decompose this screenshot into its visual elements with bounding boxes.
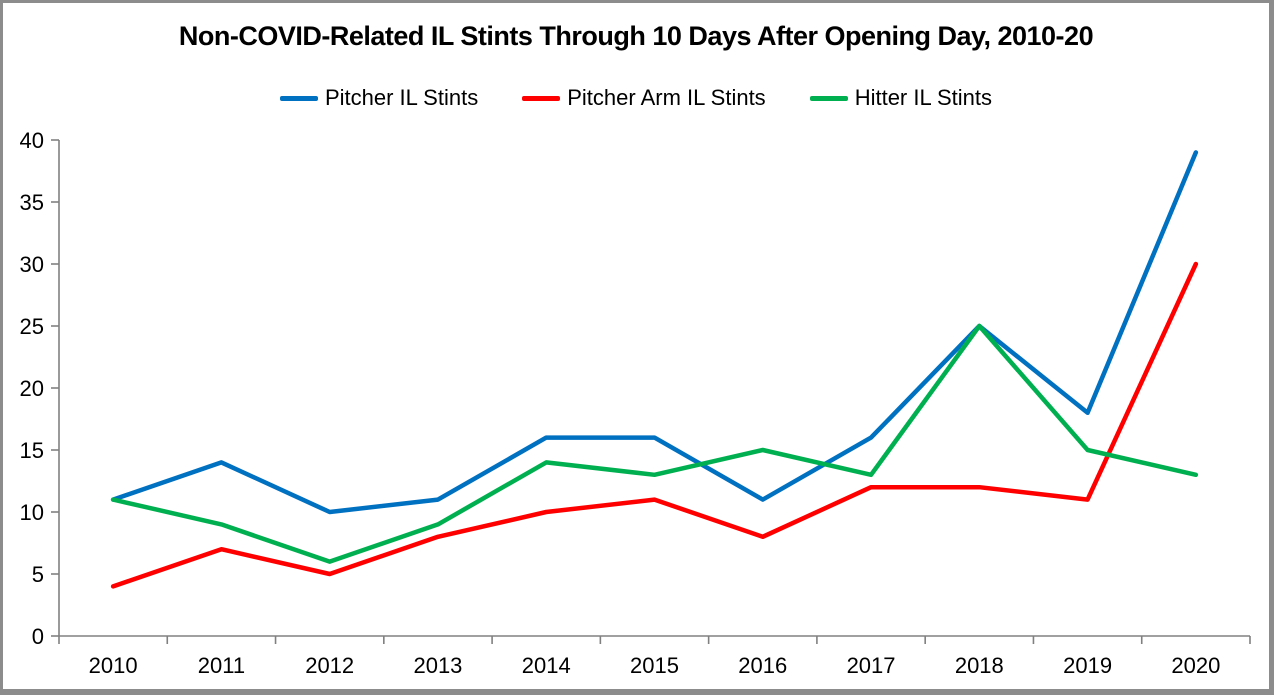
series-line-pitcher-arm-il-stints (110, 261, 1199, 589)
x-tick-label: 2013 (413, 653, 462, 678)
x-tick-label: 2011 (198, 653, 245, 678)
legend-swatch-blue-line-icon (279, 95, 318, 101)
y-tick-label: 30 (20, 252, 44, 277)
x-tick-label: 2012 (305, 653, 354, 678)
legend-swatch-red-line-icon (522, 95, 561, 101)
y-tick-label: 40 (20, 128, 44, 153)
y-tick-label: 0 (32, 624, 44, 649)
y-tick-label: 20 (20, 376, 44, 401)
x-tick-label: 2019 (1063, 653, 1112, 678)
x-tick-label: 2020 (1171, 653, 1220, 678)
chart-canvas: 0 5 10 15 20 25 30 35 40 2010 2011 2012 2013 2014 2015… (20, 128, 1251, 678)
y-tick-label: 25 (20, 314, 44, 339)
legend-label: Pitcher Arm IL Stints (567, 85, 766, 110)
legend-item-pitcher-arm-il: Pitcher Arm IL Stints (522, 85, 766, 111)
x-tick-label: 2015 (630, 653, 679, 678)
legend-label: Pitcher IL Stints (324, 85, 479, 110)
y-tick-label: 15 (20, 438, 44, 463)
chart-title: Non-COVID-Related IL Stints Through 10 D… (178, 21, 1094, 51)
legend-item-pitcher-il: Pitcher IL Stints (279, 85, 479, 111)
legend-item-hitter-il: Hitter IL Stints (809, 85, 993, 111)
x-tick-label: 2017 (847, 653, 896, 678)
y-tick-label: 10 (20, 500, 44, 525)
series-line-hitter-il-stints (110, 323, 1199, 564)
legend-label: Hitter IL Stints (854, 85, 993, 110)
series-line-pitcher-il-stints (110, 150, 1199, 515)
x-tick-label: 2018 (955, 653, 1004, 678)
y-tick-label: 35 (20, 190, 44, 215)
x-tick-label: 2014 (522, 653, 571, 678)
x-tick-label: 2016 (738, 653, 787, 678)
chart-legend: Pitcher IL Stints Pitcher Arm IL Stints … (3, 85, 1269, 111)
legend-swatch-green-line-icon (809, 95, 848, 101)
x-tick-label: 2010 (89, 653, 138, 678)
y-tick-label: 5 (32, 562, 44, 587)
